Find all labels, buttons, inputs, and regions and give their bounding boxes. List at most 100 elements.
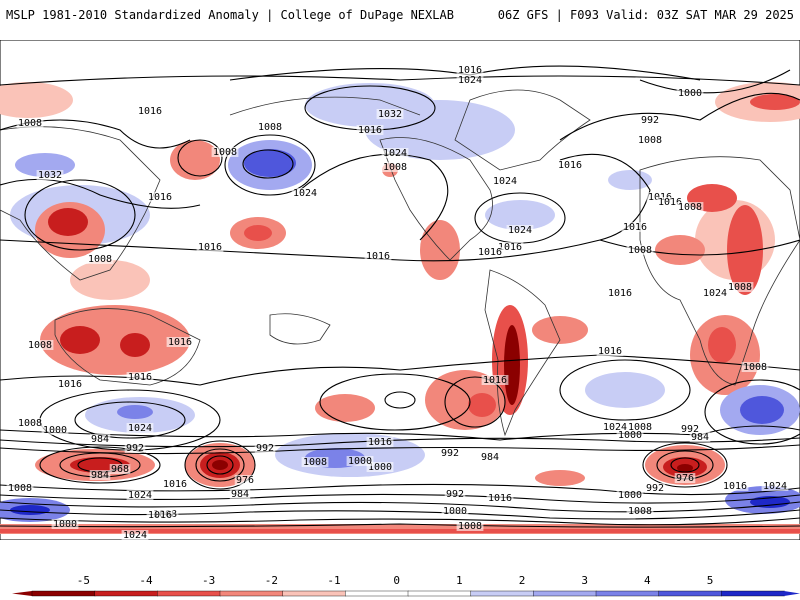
colorbar-swatch	[94, 590, 159, 597]
isobar-label: 1032	[378, 109, 402, 120]
isobar-label-bg	[456, 521, 484, 531]
isobar-label: 1008	[638, 135, 662, 146]
isobar-label: 1024	[703, 288, 727, 299]
isobar-label: 1000	[618, 430, 642, 441]
isobar-label: 1000	[618, 490, 642, 501]
isobar-label: 1008	[743, 362, 767, 373]
colorbar-swatch	[721, 590, 785, 597]
coastline	[484, 269, 561, 437]
isobar	[0, 239, 800, 262]
isobar-label-bg	[506, 225, 534, 235]
isobar-label-bg	[16, 118, 44, 128]
isobar-label-bg	[6, 483, 34, 493]
isobar-label: 992	[646, 483, 664, 494]
isobar-label: 1008	[728, 282, 752, 293]
isobar-label: 1008	[458, 521, 482, 532]
anomaly-blob	[120, 333, 150, 357]
isobar-label: 1008	[8, 483, 32, 494]
isobar-label: 1016	[366, 251, 390, 262]
isobar-label-bg	[726, 282, 754, 292]
isobar-label-bg	[381, 162, 409, 172]
isobar-label-bg	[254, 443, 276, 453]
isobar-label: 1008	[628, 506, 652, 517]
colorbar-tick-label: -1	[327, 574, 341, 587]
isobar-label-bg	[674, 473, 696, 483]
isobar-label-bg	[496, 242, 524, 252]
isobar	[0, 509, 800, 520]
isobar-label-bg	[161, 479, 189, 489]
colorbar-max-arrow	[784, 591, 800, 596]
isobar-label-bg	[16, 418, 44, 428]
isobar-label-bg	[721, 481, 749, 491]
isobar-label-bg	[481, 375, 509, 385]
isobar-label: 1024	[508, 225, 532, 236]
isobar	[704, 379, 800, 445]
isobar	[444, 376, 506, 428]
anomaly-blob	[708, 327, 736, 363]
isobar	[0, 501, 800, 513]
coastline	[229, 96, 421, 116]
anomaly-blob	[750, 94, 800, 110]
isobar-label: 1016	[163, 479, 187, 490]
isobar-label-bg	[136, 106, 164, 116]
isobar-label-bg	[124, 443, 146, 453]
isobar	[639, 69, 791, 94]
anomaly-blob	[170, 140, 220, 180]
colorbar-tick-label: 0	[393, 574, 400, 587]
anomaly-blob	[655, 235, 705, 265]
isobar-label: 1000	[53, 519, 77, 530]
isobar-label: 992	[441, 448, 459, 459]
isobar	[195, 448, 245, 482]
anomaly-blob	[420, 220, 460, 280]
isobar-label: 1016	[658, 197, 682, 208]
anomaly-blob	[504, 325, 520, 405]
anomaly-blob	[532, 316, 588, 344]
colorbar-swatch	[31, 590, 96, 597]
isobar-label-bg	[196, 242, 224, 252]
isobar-label-bg	[109, 464, 131, 474]
isobar-label-bg	[616, 430, 644, 440]
anomaly-blob	[244, 225, 272, 241]
isobar-label: 1024	[493, 176, 517, 187]
colorbar-swatch	[157, 590, 221, 597]
coastline	[454, 89, 591, 171]
isobar-label: 992	[681, 424, 699, 435]
colorbar-min-arrow	[12, 591, 32, 596]
colorbar-tick-label: -5	[76, 574, 90, 587]
colorbar-swatch	[219, 590, 284, 597]
isobar-label-bg	[211, 147, 239, 157]
isobar-label: 1016	[558, 160, 582, 171]
map-header: MSLP 1981-2010 Standardized Anomaly | Co…	[0, 0, 800, 40]
isobar-label: 1016	[58, 379, 82, 390]
isobar-label: 1000	[368, 462, 392, 473]
isobar	[670, 457, 700, 473]
isobar-label: 1016	[128, 372, 152, 383]
isobar-label-bg	[51, 519, 79, 529]
coastline	[269, 313, 331, 345]
colorbar-swatch	[345, 590, 409, 597]
isobar-label: 1024	[293, 188, 317, 199]
isobar-label-bg	[761, 481, 789, 491]
isobar-label: 1000	[443, 506, 467, 517]
isobar-label: 1016	[368, 437, 392, 448]
isobar-label: 1008	[628, 245, 652, 256]
isobar-label: 968	[111, 464, 129, 475]
isobar-label: 992	[641, 115, 659, 126]
isobar-label: 976	[236, 475, 254, 486]
isobar-label-bg	[479, 452, 501, 462]
colorbar-swatch	[282, 590, 347, 597]
isobar	[642, 442, 728, 488]
isobar-label-bg	[234, 475, 256, 485]
isobar-label: 1016	[148, 510, 172, 521]
isobar-label-bg	[229, 489, 251, 499]
isobar-label: 1008	[258, 122, 282, 133]
isobar	[224, 134, 316, 196]
isobar	[177, 139, 223, 177]
isobar-label: 1000	[678, 88, 702, 99]
isobar	[384, 391, 416, 409]
coastline	[0, 126, 161, 281]
isobar	[0, 75, 800, 86]
isobar-label: 1008	[28, 340, 52, 351]
isobar-label-bg	[56, 379, 84, 389]
isobar-label-bg	[256, 122, 284, 132]
